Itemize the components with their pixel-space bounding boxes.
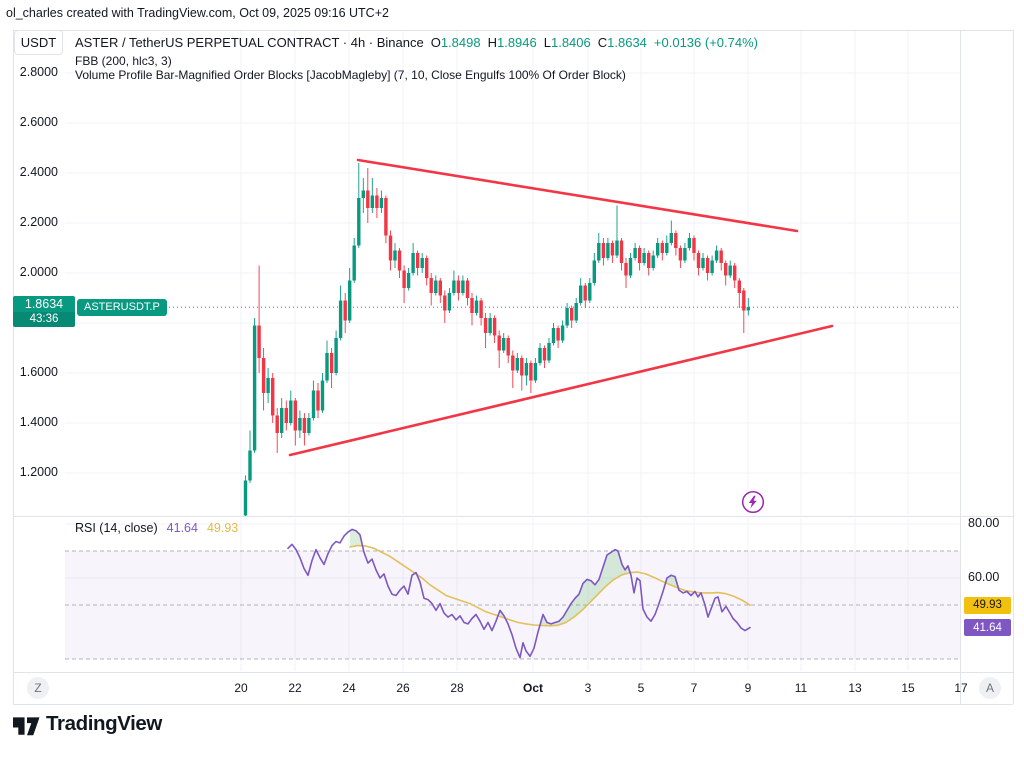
indicator-legend-volume-profile: Volume Profile Bar-Magnified Order Block… xyxy=(75,68,626,82)
time-tick-28: 28 xyxy=(450,681,464,695)
price-change: +0.0136 (+0.74%) xyxy=(653,35,758,50)
timezone-z-button[interactable]: Z xyxy=(27,677,49,699)
rsi-tick-80.00: 80.00 xyxy=(968,516,1000,530)
price-tick-2.6000: 2.6000 xyxy=(19,115,58,129)
price-tick-1.6000: 1.6000 xyxy=(19,365,58,379)
price-tick-2.2000: 2.2000 xyxy=(19,215,58,229)
price-tick-1.4000: 1.4000 xyxy=(19,415,58,429)
ohlc-label-L: L xyxy=(543,35,551,50)
chart-legend: ASTER / TetherUS PERPETUAL CONTRACT · 4h… xyxy=(75,35,758,50)
time-tick-9: 9 xyxy=(744,681,752,695)
attribution-text: ol_charles created with TradingView.com,… xyxy=(6,6,389,20)
tradingview-logo-text[interactable]: TradingView xyxy=(46,712,162,735)
rsi-ma-value: 49.93 xyxy=(206,521,239,535)
last-price-value: 1.8634 xyxy=(24,297,64,312)
time-tick-11: 11 xyxy=(794,681,808,695)
rsi-legend: RSI (14, close) 41.64 49.93 xyxy=(75,521,238,535)
bar-countdown: 43:36 xyxy=(13,312,75,328)
rsi-value: 41.64 xyxy=(166,521,198,535)
ohlc-values: O1.8498 H1.8946 L1.8406 C1.8634 xyxy=(424,35,647,50)
indicator-legend-fbb: FBB (200, hlc3, 3) xyxy=(75,54,172,68)
ohlc-label-O: O xyxy=(430,35,441,50)
tradingview-logo-icon[interactable] xyxy=(13,716,40,743)
ohlc-value-C: 1.8634 xyxy=(607,35,647,50)
price-tick-2.0000: 2.0000 xyxy=(19,265,58,279)
lightning-bolt-icon xyxy=(741,490,765,514)
time-tick-7: 7 xyxy=(690,681,698,695)
time-tick-22: 22 xyxy=(288,681,302,695)
time-tick-15: 15 xyxy=(901,681,915,695)
time-tick-Oct: Oct xyxy=(522,681,544,695)
rsi-value-label: 41.64 xyxy=(964,619,1011,637)
price-tick-1.2000: 1.2000 xyxy=(19,465,58,479)
rsi-tick-60.00: 60.00 xyxy=(968,570,1000,584)
time-tick-5: 5 xyxy=(637,681,645,695)
price-tick-2.4000: 2.4000 xyxy=(19,165,58,179)
currency-button[interactable]: USDT xyxy=(14,30,63,55)
price-tick-2.8000: 2.8000 xyxy=(19,65,58,79)
time-tick-26: 26 xyxy=(396,681,410,695)
rsi-ma-label: 49.93 xyxy=(964,596,1011,614)
ohlc-value-O: 1.8498 xyxy=(440,35,481,50)
symbol-title: ASTER / TetherUS PERPETUAL CONTRACT · 4h… xyxy=(75,35,424,50)
time-tick-13: 13 xyxy=(848,681,862,695)
ohlc-value-H: 1.8946 xyxy=(496,35,537,50)
price-line-symbol-tag: ASTERUSDT.P xyxy=(77,298,167,316)
flash-button[interactable] xyxy=(741,490,765,514)
ohlc-label-H: H xyxy=(487,35,497,50)
time-tick-3: 3 xyxy=(584,681,592,695)
ohlc-value-L: 1.8406 xyxy=(550,35,591,50)
ohlc-label-C: C xyxy=(597,35,608,50)
time-tick-17: 17 xyxy=(954,681,968,695)
time-tick-20: 20 xyxy=(234,681,248,695)
time-tick-24: 24 xyxy=(342,681,356,695)
last-price-label: 1.8634 43:36 xyxy=(13,296,75,328)
rsi-title: RSI (14, close) xyxy=(75,521,158,535)
autoscale-a-button[interactable]: A xyxy=(979,677,1001,699)
